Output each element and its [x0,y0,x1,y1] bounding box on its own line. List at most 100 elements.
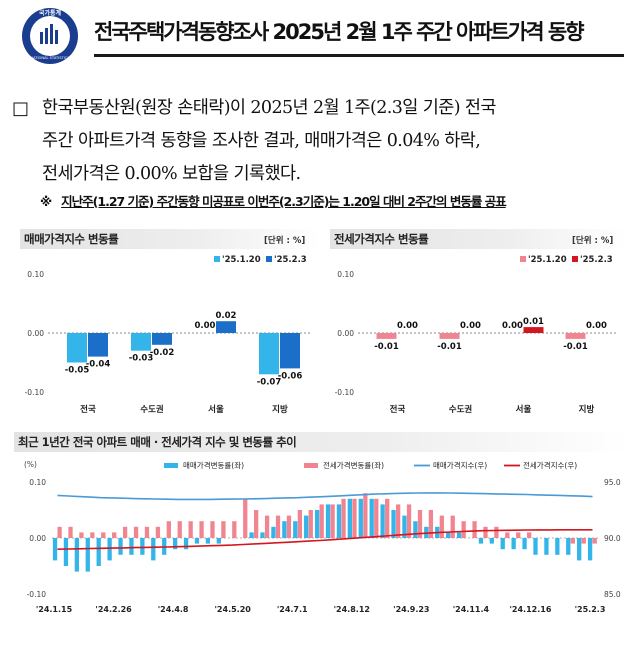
jeonse-category-label: 서울 [516,404,532,415]
trend-bar [177,521,182,538]
sale-bar [259,333,279,375]
sale-bar [152,333,172,345]
trend-bar [90,532,95,538]
trend-bar [52,538,58,561]
trend-bar [96,538,101,566]
trend-bar [581,538,586,544]
trend-bar [417,510,423,538]
trend-bar [472,521,477,538]
sale-bar [216,321,236,333]
trend-bar [336,504,342,538]
trend-bar [112,532,117,538]
trend-bar [122,526,128,538]
trend-bar [243,498,248,538]
jeonse-bar [439,333,460,339]
trend-legend-swatch [164,463,178,468]
jeonse-ytick-label: 0.10 [337,270,354,279]
jeonse-legend-label: '25.2.3 [580,255,613,265]
trend-bar [380,504,385,538]
trend-bar [79,532,84,538]
trend-ytick-right: 90.0 [604,534,621,543]
summary-line-2: 주간 아파트가격 동향을 조사한 결과, 매매가격은 0.04% 하락, [42,131,481,151]
trend-bar [505,532,510,538]
trend-bar [282,521,287,538]
summary-line-1: 한국부동산원(원장 손태락)이 2025년 2월 1주(2.3일 기준) 전국 [42,98,497,118]
jeonse-bar [523,327,544,333]
sale-legend-swatch [266,256,272,262]
jeonse-value-label: -0.01 [374,342,399,352]
jeonse-value-label: 0.00 [460,321,481,331]
bullet-square: □ [12,98,29,119]
trend-bar [385,498,390,538]
trend-xtick-label: '24.4.8 [158,605,189,614]
sale-legend-swatch [214,256,220,262]
trend-bar [314,510,320,538]
trend-bar [395,504,401,538]
trend-bar [413,521,418,538]
sale-price-change-chart: 0.10 0.00 -0.10 '25.1.20 '25.2.3 -0.05-0.04 전국… [25,255,312,415]
trend-bar [478,538,484,544]
trend-bar [325,504,331,538]
jeonse-value-label: 0.00 [502,321,523,331]
trend-bar [286,515,292,538]
jeonse-legend-label: '25.1.20 [528,255,567,265]
trend-bar [293,521,298,538]
trend-ylabel: (%) [24,460,37,469]
trend-xtick-label: '24.7.1 [277,605,308,614]
trend-bar [456,532,462,538]
trend-bar [494,526,499,538]
trend-bar [101,532,106,538]
trend-bar [347,498,352,538]
jeonse-ytick-label: 0.00 [337,329,354,338]
trend-bar [210,521,215,538]
jeonse-category-label: 전국 [390,404,406,415]
trend-bar [330,504,335,538]
sale-chart-unit: [단위 : %] [264,236,306,246]
trend-bar [118,538,123,555]
logo-text-top: 국가통계 [39,9,62,17]
trend-bar [133,526,139,538]
jeonse-ytick-label: -0.10 [335,388,355,397]
trend-bar [151,538,156,561]
trend-bar [68,526,73,538]
national-statistics-logo: 국가통계 NATIONAL STATISTICS [22,8,78,64]
trend-bar [511,538,516,550]
trend-bar [592,538,597,544]
trend-bar [369,498,374,538]
trend-bar [406,504,412,538]
trend-bar [516,532,521,538]
trend-bar [483,526,488,538]
sale-chart-title: 매매가격지수 변동률 [20,229,320,249]
trend-bar [544,538,549,555]
sale-value-label: -0.07 [257,377,282,387]
trend-bar [450,515,455,538]
trend-bar [570,538,575,544]
jeonse-value-label: 0.00 [397,321,418,331]
trend-bar [57,526,62,538]
sale-legend-label: '25.1.20 [222,255,261,265]
trend-xtick-label: '25.2.3 [575,605,606,614]
trend-bar [199,521,204,538]
trend-legend-label: 전세가격지수(우) [523,460,577,470]
trend-bar [566,538,571,555]
jeonse-legend-swatch [572,256,578,262]
annual-trend-chart: (%) 0.10 0.00 -0.10 95.0 90.0 85.0 매매가격변동률(좌) 전세… [24,460,621,614]
trend-xtick-label: '24.8.12 [334,605,370,614]
trend-bar [577,538,582,561]
trend-xtick-label: '24.1.15 [36,605,73,614]
jeonse-bar [565,333,586,339]
jeonse-value-label: 0.00 [586,321,607,331]
sale-value-label: -0.02 [150,348,175,358]
title-underline [94,54,624,57]
trend-xtick-label: '24.12.16 [509,605,551,614]
jeonse-chart-title: 전세가격지수 변동률 [330,229,626,249]
sale-value-label: -0.05 [65,366,90,376]
trend-bar [489,538,494,544]
trend-bar [221,521,226,538]
trend-xtick-label: '24.9.23 [393,605,429,614]
trend-bar [358,498,363,538]
trend-bar [445,532,451,538]
trend-bar [308,510,313,538]
jeonse-value-label: 0.01 [523,317,544,327]
trend-bar [522,538,527,550]
